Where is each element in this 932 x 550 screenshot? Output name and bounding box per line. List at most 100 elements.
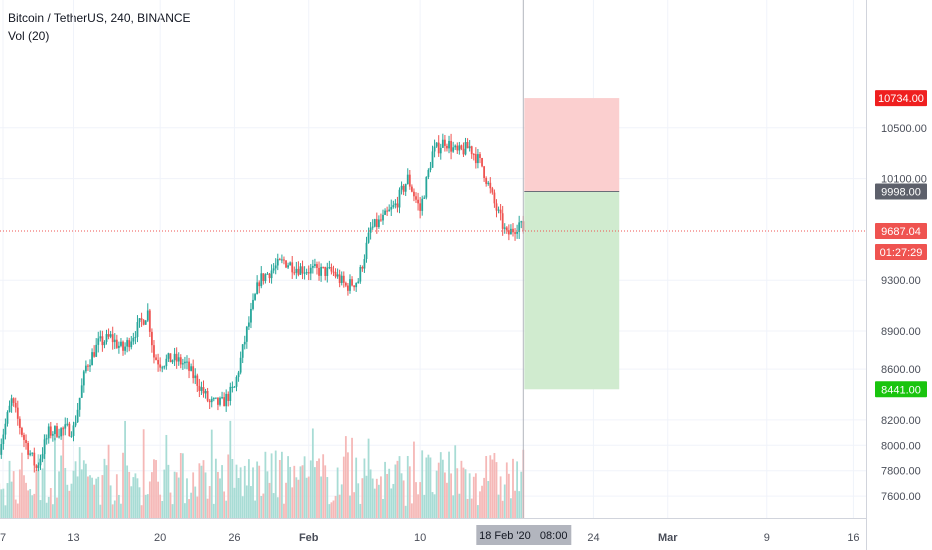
- volume-bar: [161, 500, 164, 518]
- volume-bar: [49, 488, 52, 518]
- volume-bar: [448, 451, 450, 518]
- volume-bar: [278, 459, 281, 518]
- candle-body: [241, 344, 244, 358]
- volume-bar: [76, 476, 79, 518]
- candle-body: [495, 203, 498, 211]
- candle-body: [2, 434, 5, 445]
- candle-body: [175, 353, 178, 362]
- candle-body: [221, 397, 223, 399]
- candle-body: [70, 435, 73, 437]
- candle-body: [485, 177, 488, 184]
- candle-body: [258, 282, 261, 287]
- volume-bar: [173, 471, 176, 518]
- volume-bar: [78, 447, 81, 518]
- candle-body: [14, 402, 17, 408]
- candle-body: [489, 182, 492, 189]
- candle-body: [439, 147, 442, 154]
- volume-bar: [386, 473, 389, 518]
- candle-body: [340, 275, 343, 283]
- volume-bar: [287, 456, 289, 518]
- candle-body: [138, 318, 141, 323]
- candle-body: [487, 182, 490, 184]
- candle-body: [470, 146, 473, 155]
- volume-bar: [507, 473, 510, 518]
- candle-body: [336, 274, 339, 277]
- volume-bar: [351, 437, 353, 518]
- volume-bar: [151, 472, 153, 518]
- candle-body: [514, 232, 516, 234]
- candle-body: [404, 183, 407, 192]
- candle-body: [167, 353, 170, 359]
- volume-bar: [89, 475, 91, 518]
- candle-body: [105, 334, 108, 342]
- candle-body: [217, 397, 219, 405]
- y-tick-label: 9300.00: [881, 275, 921, 287]
- volume-bar: [128, 471, 131, 518]
- volume-bar: [66, 484, 69, 518]
- candle-body: [31, 452, 34, 454]
- volume-bar: [70, 483, 73, 518]
- volume-bar: [175, 472, 178, 518]
- candle-body: [295, 268, 298, 273]
- volume-bar: [353, 492, 356, 518]
- x-tick-label: 20: [154, 532, 166, 544]
- volume-bar: [56, 497, 58, 518]
- volume-bar: [371, 478, 374, 518]
- candle-body: [314, 264, 316, 266]
- candle-body: [359, 266, 362, 282]
- volume-bar: [458, 493, 461, 518]
- candle-body: [107, 334, 110, 337]
- candle-body: [285, 260, 287, 268]
- volume-bar: [382, 498, 384, 518]
- price-tags: 10734.00 9998.00 8441.00 9687.04 01:27:29 18 …: [476, 90, 927, 545]
- volume-bar: [134, 473, 137, 518]
- volume-bar: [499, 476, 502, 518]
- volume-bar: [97, 476, 100, 518]
- candle-body: [27, 443, 30, 455]
- candle-body: [272, 268, 275, 271]
- candle-body: [72, 425, 75, 436]
- candle-body: [365, 242, 368, 259]
- candle-body: [130, 341, 133, 348]
- candle-body: [39, 458, 42, 466]
- candle-body: [140, 318, 143, 321]
- candle-body: [95, 344, 98, 357]
- volume-bar: [402, 480, 405, 518]
- candle-body: [425, 177, 428, 198]
- volume-bar: [324, 465, 327, 518]
- volume-bar: [25, 482, 27, 518]
- volume-bar: [23, 475, 25, 518]
- candle-body: [386, 210, 389, 212]
- candle-body: [45, 438, 48, 440]
- volume-bar: [481, 485, 483, 518]
- last-price-tag: 9687.04: [875, 223, 927, 240]
- candle-body: [499, 209, 502, 214]
- candle-body: [413, 191, 415, 197]
- volume-bar: [194, 486, 197, 518]
- candle-body: [188, 361, 190, 371]
- volume-bar: [159, 494, 162, 518]
- volume-bar: [326, 477, 329, 518]
- candle-body: [23, 434, 25, 440]
- volume-bar: [144, 494, 147, 518]
- candle-body: [423, 197, 426, 199]
- candle-body: [377, 219, 380, 228]
- y-tick-label: 8900.00: [881, 326, 921, 338]
- x-tick-label: Feb: [299, 532, 319, 544]
- candle-body: [157, 359, 159, 365]
- volume-bar: [165, 434, 168, 518]
- candle-body: [274, 265, 277, 269]
- volume-bar: [398, 456, 401, 518]
- volume-bar: [299, 466, 302, 518]
- volume-bar: [250, 486, 252, 518]
- candle-body: [87, 365, 89, 367]
- candle-body: [93, 352, 96, 357]
- candle-body: [29, 453, 32, 455]
- candle-body: [466, 142, 469, 149]
- volume-bar: [138, 487, 141, 518]
- volume-bar: [80, 469, 83, 518]
- volume-bar: [54, 437, 56, 518]
- volume-bar: [140, 505, 143, 518]
- candle-body: [355, 282, 358, 288]
